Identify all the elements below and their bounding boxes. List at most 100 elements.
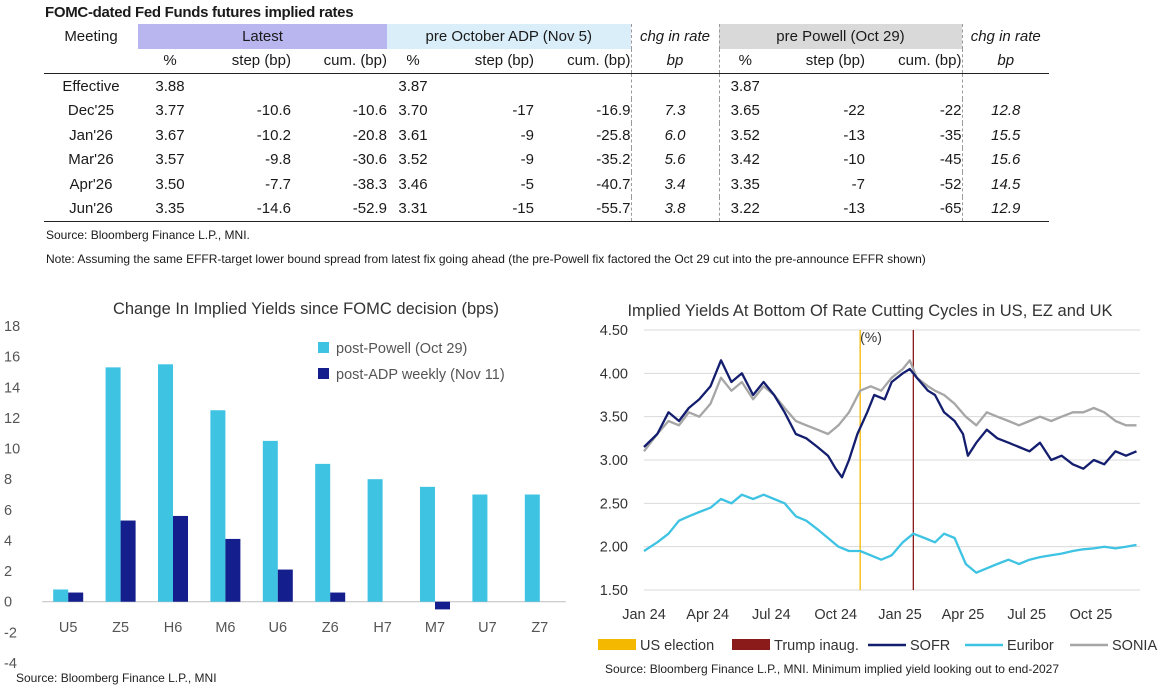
table-body: Effective 3.88 3.87 3.87 Dec'25 3.77 -10.6 -10.… (44, 73, 1049, 222)
table-title: FOMC-dated Fed Funds futures implied rat… (45, 4, 354, 21)
bar-legend-label: post-ADP weekly (Nov 11) (336, 367, 505, 383)
bar-m7-series-1 (420, 486, 435, 602)
unit-cell: cum. (bp) (291, 48, 387, 74)
table-units-row: % step (bp) cum. (bp) % step (bp) cum. (… (44, 48, 1049, 74)
value-cell: 3.52 (398, 151, 428, 169)
table-group-header-row: Meeting Latest pre October ADP (Nov 5) c… (44, 24, 1049, 49)
bar-u5-series-2 (68, 592, 84, 602)
value-cell: -35 (939, 126, 962, 144)
bar-m6-series-2 (225, 538, 241, 602)
line-chart-title: Implied Yields At Bottom Of Rate Cutting… (627, 302, 1112, 320)
value-cell: 3.57 (155, 151, 185, 169)
value-cell: -15 (439, 196, 534, 222)
value-cell (630, 73, 719, 99)
unit-cell: step (bp) (771, 48, 865, 74)
bar-x-tick-label: U7 (478, 620, 497, 636)
bar-z6-series-2 (330, 592, 346, 602)
value-cell: 3.65 (718, 98, 771, 123)
meeting-cell: Apr'26 (69, 175, 113, 193)
pre-powell-group-header: pre Powell (Oct 29) (718, 24, 962, 49)
line-y-tick-label: 4.50 (600, 323, 628, 339)
value-cell: 15.6 (961, 147, 1049, 172)
line-y-tick-label: 1.50 (600, 583, 628, 599)
line-y-tick-label: 2.50 (600, 496, 628, 512)
value-cell: -40.7 (596, 175, 631, 193)
line-x-tick-label: Oct 25 (1070, 607, 1113, 623)
value-cell: 3.4 (630, 172, 719, 197)
bar-y-tick-label: 18 (4, 319, 20, 335)
bar-y-tick-label: 4 (4, 533, 12, 549)
value-cell: -65 (865, 196, 962, 222)
pre-adp-group-header: pre October ADP (Nov 5) (387, 24, 631, 49)
line-x-tick-label: Jul 24 (752, 607, 791, 623)
bar-z6-series-1 (315, 463, 331, 602)
line-legend-label: SOFR (910, 638, 950, 654)
bar-y-tick-label: 16 (4, 350, 20, 366)
line-legend-label: Trump inaug. (774, 638, 859, 654)
table-row: Mar'26 3.57 -9.8 -30.6 3.52 -9 -35.2 5.6 3.42 -10… (44, 147, 1049, 172)
line-x-tick-label: Jan 24 (622, 607, 666, 623)
bar-y-tick-label: 0 (4, 595, 12, 611)
value-cell: -22 (939, 102, 962, 120)
value-cell: -25.8 (596, 126, 631, 144)
unit-cell: bp (961, 48, 1049, 74)
bar-y-tick-label: 6 (4, 503, 12, 519)
bar-h6-series-2 (173, 515, 188, 602)
value-cell: 3.67 (155, 126, 185, 144)
value-cell: -38.3 (352, 175, 387, 193)
bar-z5-series-2 (120, 520, 136, 602)
value-cell: 14.5 (961, 172, 1049, 197)
unit-cell: step (bp) (202, 48, 291, 74)
meeting-cell: Dec'25 (67, 102, 115, 120)
bar-u5-series-1 (53, 589, 69, 602)
line-y-tick-label: 3.50 (600, 410, 628, 426)
latest-group-header: Latest (138, 24, 387, 49)
value-cell (961, 73, 1049, 99)
bar-legend-swatch (318, 342, 329, 353)
value-cell: -7.7 (265, 175, 291, 193)
bar-u6-series-2 (277, 569, 293, 602)
value-cell: -5 (520, 175, 534, 193)
meeting-cell: Jun'26 (44, 196, 138, 222)
value-cell: 6.0 (630, 123, 719, 148)
value-cell: 3.61 (398, 126, 428, 144)
value-cell: -45 (939, 151, 962, 169)
bar-chart-title: Change In Implied Yields since FOMC deci… (113, 300, 499, 318)
table-row: Jun'26 3.35 -14.6 -52.9 3.31 -15 -55.7 3.8 3.22-… (44, 196, 1049, 222)
value-cell: -13 (843, 126, 865, 144)
value-cell: 12.8 (961, 98, 1049, 123)
value-cell: -16.9 (596, 102, 631, 120)
value-cell: -22 (843, 102, 865, 120)
value-cell: -9.8 (265, 151, 291, 169)
line-chart-source: Source: Bloomberg Finance L.P., MNI. Min… (605, 662, 1059, 676)
value-cell: -10.2 (256, 126, 291, 144)
bar-h6-series-1 (158, 364, 173, 602)
value-cell: 7.3 (630, 98, 719, 123)
bar-x-tick-label: U5 (59, 620, 78, 636)
bar-y-tick-label: 14 (4, 380, 20, 396)
fomc-rates-table: Meeting Latest pre October ADP (Nov 5) c… (44, 24, 1049, 222)
euribor-line (643, 493, 1137, 574)
bar-y-tick-label: -4 (4, 656, 17, 672)
bar-z5-series-1 (105, 367, 121, 602)
bar-x-tick-label: U6 (269, 620, 288, 636)
value-cell: -13 (771, 196, 865, 222)
table-row: Dec'25 3.77 -10.6 -10.6 3.70 -17 -16.9 7.3 3.65 -… (44, 98, 1049, 123)
table-row: Apr'26 3.50 -7.7 -38.3 3.46 -5 -40.7 3.4 3.35 -7 -… (44, 172, 1049, 197)
bar-y-tick-label: 10 (4, 442, 20, 458)
unit-cell: step (bp) (439, 48, 534, 74)
line-chart-ylabel: (%) (860, 329, 882, 345)
value-cell: -20.8 (352, 126, 387, 144)
value-cell: -9 (520, 126, 534, 144)
value-cell: -52.9 (291, 196, 387, 222)
meeting-cell: Effective (62, 77, 120, 95)
value-cell: 3.88 (155, 77, 185, 95)
unit-cell: % (718, 48, 771, 74)
unit-cell: bp (630, 48, 719, 74)
sofr-line (643, 359, 1137, 479)
unit-cell: cum. (bp) (865, 48, 962, 74)
value-cell: 15.5 (961, 123, 1049, 148)
line-y-tick-label: 4.00 (600, 366, 628, 382)
value-cell: 3.70 (398, 102, 428, 120)
bar-x-tick-label: H6 (164, 620, 183, 636)
